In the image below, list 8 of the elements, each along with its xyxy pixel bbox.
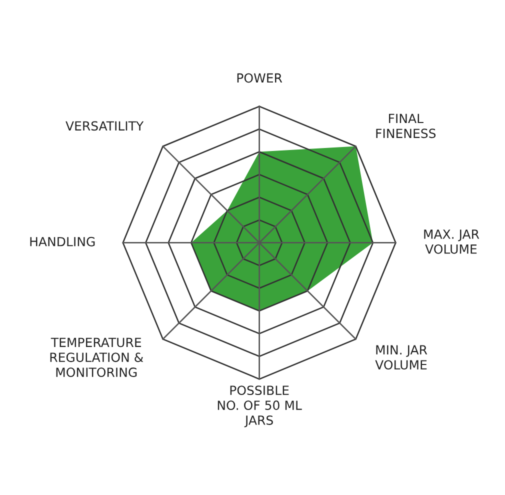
spoke-label: VERSATILITY [66,121,144,131]
spoke-label: MAX. JAR VOLUME [424,230,480,254]
spoke-label: TEMPERATURE REGULATION & MONITORING [50,338,144,378]
spoke-label: POWER [237,73,282,83]
spoke-label: MIN. JAR VOLUME [375,345,428,370]
spoke-label: POSSIBLE NO. OF 50 ML JARS [218,386,302,428]
spoke-label: HANDLING [30,236,95,246]
spoke-label: FINAL FINENESS [376,114,436,138]
